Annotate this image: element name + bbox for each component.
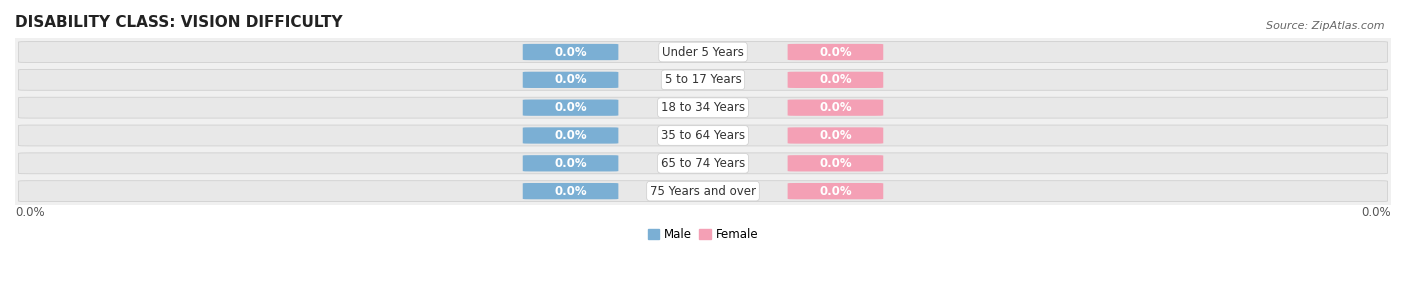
Text: 0.0%: 0.0% [820, 46, 852, 59]
Text: 0.0%: 0.0% [554, 101, 586, 114]
FancyBboxPatch shape [18, 42, 1388, 62]
FancyBboxPatch shape [787, 127, 883, 143]
FancyBboxPatch shape [787, 44, 883, 60]
FancyBboxPatch shape [18, 69, 1388, 90]
FancyBboxPatch shape [787, 183, 883, 199]
FancyBboxPatch shape [523, 183, 619, 199]
Text: 65 to 74 Years: 65 to 74 Years [661, 157, 745, 170]
Text: 0.0%: 0.0% [820, 129, 852, 142]
Text: 0.0%: 0.0% [554, 73, 586, 86]
FancyBboxPatch shape [787, 99, 883, 116]
Text: 75 Years and over: 75 Years and over [650, 185, 756, 198]
Text: 0.0%: 0.0% [15, 206, 45, 219]
Text: DISABILITY CLASS: VISION DIFFICULTY: DISABILITY CLASS: VISION DIFFICULTY [15, 15, 343, 30]
Text: 5 to 17 Years: 5 to 17 Years [665, 73, 741, 86]
Text: 0.0%: 0.0% [820, 157, 852, 170]
Text: 0.0%: 0.0% [820, 101, 852, 114]
FancyBboxPatch shape [787, 72, 883, 88]
FancyBboxPatch shape [523, 44, 619, 60]
FancyBboxPatch shape [523, 155, 619, 171]
Text: Source: ZipAtlas.com: Source: ZipAtlas.com [1267, 21, 1385, 31]
FancyBboxPatch shape [18, 153, 1388, 174]
Text: 0.0%: 0.0% [1361, 206, 1391, 219]
FancyBboxPatch shape [18, 125, 1388, 146]
Text: 0.0%: 0.0% [554, 46, 586, 59]
Text: 0.0%: 0.0% [820, 185, 852, 198]
Text: 0.0%: 0.0% [554, 129, 586, 142]
Text: 0.0%: 0.0% [820, 73, 852, 86]
FancyBboxPatch shape [18, 181, 1388, 202]
Text: Under 5 Years: Under 5 Years [662, 46, 744, 59]
Legend: Male, Female: Male, Female [643, 223, 763, 246]
FancyBboxPatch shape [787, 155, 883, 171]
Text: 0.0%: 0.0% [554, 157, 586, 170]
Text: 18 to 34 Years: 18 to 34 Years [661, 101, 745, 114]
FancyBboxPatch shape [523, 127, 619, 143]
FancyBboxPatch shape [18, 97, 1388, 118]
FancyBboxPatch shape [523, 72, 619, 88]
Text: 35 to 64 Years: 35 to 64 Years [661, 129, 745, 142]
Text: 0.0%: 0.0% [554, 185, 586, 198]
FancyBboxPatch shape [523, 99, 619, 116]
